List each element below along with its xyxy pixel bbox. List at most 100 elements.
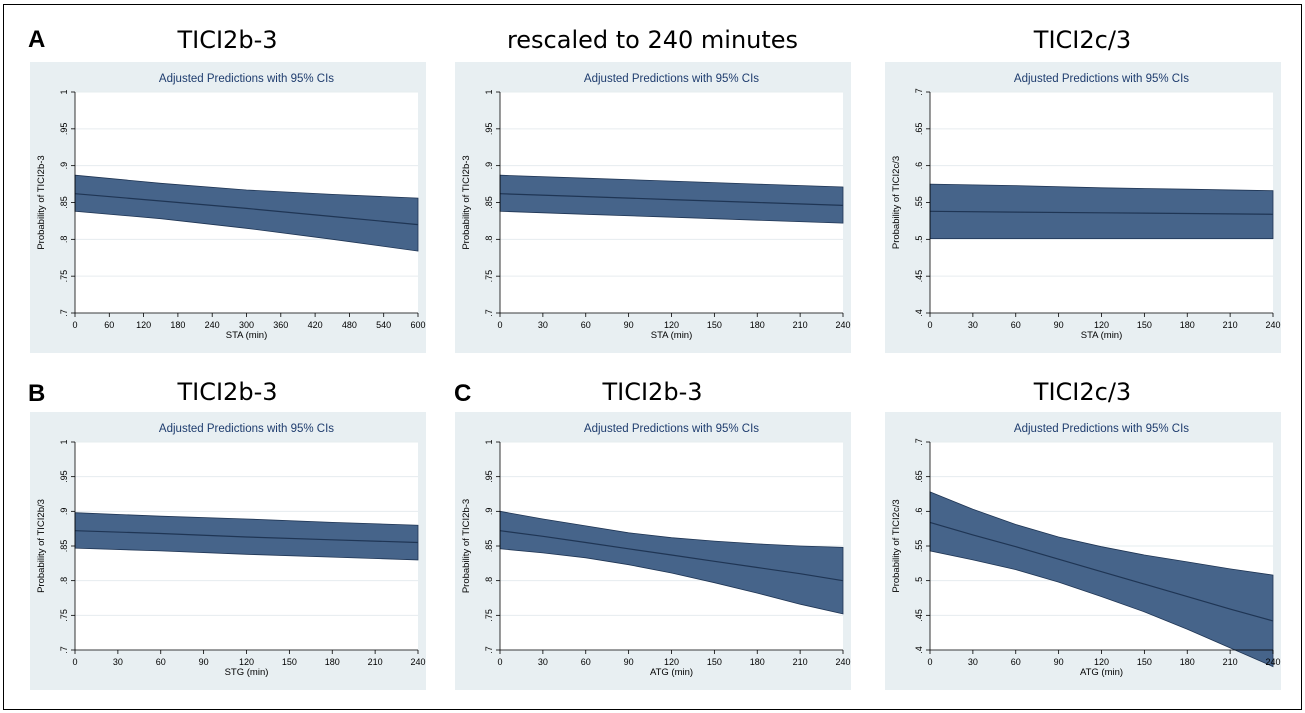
- y-tick-label: .8: [484, 577, 494, 585]
- y-axis-label: Probability of TICI2b/3: [36, 499, 47, 593]
- x-tick-label: 0: [497, 320, 502, 330]
- panel-title-c-right: TICI2c/3: [1033, 378, 1132, 406]
- estimate-line: [499, 193, 844, 206]
- x-axis-label: ATG (min): [1080, 667, 1123, 678]
- x-tick-label: 60: [104, 320, 114, 330]
- x-tick-label: 240: [1265, 320, 1280, 330]
- y-tick-label: .85: [484, 540, 494, 553]
- y-tick-label: .75: [59, 609, 69, 622]
- panel-letter-b: B: [28, 380, 46, 407]
- y-tick-label: .5: [914, 577, 924, 585]
- x-tick-label: 120: [239, 657, 254, 667]
- y-tick-label: 1: [59, 439, 69, 444]
- estimate-line: [499, 530, 844, 582]
- x-tick-label: 60: [581, 657, 591, 667]
- y-tick-label: .45: [914, 609, 924, 622]
- x-tick-label: 90: [1054, 320, 1064, 330]
- x-tick-label: 210: [368, 657, 383, 667]
- x-tick-label: 120: [664, 320, 679, 330]
- chart-title: Adjusted Predictions with 95% CIs: [159, 423, 334, 435]
- x-tick-label: 180: [1180, 320, 1195, 330]
- y-tick-label: .85: [59, 540, 69, 553]
- chart-title: Adjusted Predictions with 95% CIs: [1014, 73, 1189, 85]
- x-tick-label: 150: [1137, 657, 1152, 667]
- x-tick-label: 300: [239, 320, 254, 330]
- x-tick-label: 210: [1223, 657, 1238, 667]
- x-tick-label: 60: [581, 320, 591, 330]
- y-tick-label: .75: [484, 270, 494, 283]
- x-axis-label: STA (min): [226, 330, 268, 341]
- y-tick-label: .6: [914, 162, 924, 170]
- y-axis-label: Probability of TICI2b-3: [461, 499, 472, 593]
- chart-title: Adjusted Predictions with 95% CIs: [1014, 423, 1189, 435]
- chart-sta-tici2c3: 0 30 60 90 120 150 180 210 240 .4 .45 .5 .55 .6 .65 .7 A…: [885, 62, 1281, 353]
- y-tick-label: .7: [914, 438, 924, 446]
- panel-title-c-left: TICI2b-3: [602, 378, 703, 406]
- x-tick-label: 0: [72, 320, 77, 330]
- chart-title: Adjusted Predictions with 95% CIs: [159, 73, 334, 85]
- x-tick-label: 540: [376, 320, 391, 330]
- y-tick-label: .8: [59, 236, 69, 244]
- x-tick-label: 0: [927, 320, 932, 330]
- x-tick-label: 0: [72, 657, 77, 667]
- x-tick-label: 150: [707, 320, 722, 330]
- ci-band: [74, 512, 419, 561]
- x-tick-label: 30: [968, 657, 978, 667]
- y-tick-label: .9: [59, 508, 69, 516]
- y-tick-label: 1: [484, 439, 494, 444]
- x-tick-label: 120: [1094, 657, 1109, 667]
- chart-sta-tici2b3-240: 0 30 60 90 120 150 180 210 240 .7 .75 .8 .85 .9 .95 1 Ad…: [455, 62, 851, 353]
- y-tick-label: .95: [59, 123, 69, 136]
- x-tick-label: 150: [282, 657, 297, 667]
- chart-title: Adjusted Predictions with 95% CIs: [584, 73, 759, 85]
- x-tick-label: 240: [205, 320, 220, 330]
- x-axis-label: STG (min): [225, 667, 269, 678]
- x-axis-label: STA (min): [651, 330, 693, 341]
- y-tick-label: .85: [484, 196, 494, 209]
- x-tick-label: 120: [664, 657, 679, 667]
- y-tick-label: .7: [59, 646, 69, 654]
- y-tick-label: .6: [914, 508, 924, 516]
- x-tick-label: 210: [1223, 320, 1238, 330]
- y-axis-label: Probability of TICI2c/3: [891, 156, 902, 249]
- x-tick-label: 150: [707, 657, 722, 667]
- y-tick-label: .95: [484, 470, 494, 483]
- figure-frame: [3, 4, 1302, 710]
- y-tick-label: .8: [59, 577, 69, 585]
- ci-band: [929, 183, 1274, 239]
- chart-title: Adjusted Predictions with 95% CIs: [584, 423, 759, 435]
- x-tick-label: 240: [410, 657, 425, 667]
- x-tick-label: 0: [497, 657, 502, 667]
- x-tick-label: 150: [1137, 320, 1152, 330]
- x-tick-label: 30: [968, 320, 978, 330]
- x-tick-label: 360: [273, 320, 288, 330]
- chart-stg-tici2b3: 0 30 60 90 120 150 180 210 240 .7 .75 .8 .85 .9 .95 1 Ad…: [30, 412, 426, 690]
- y-tick-label: .65: [914, 123, 924, 136]
- y-tick-label: .4: [914, 309, 924, 317]
- y-axis-label: Probability of TICI2c/3: [891, 499, 902, 592]
- x-axis-label: ATG (min): [650, 667, 693, 678]
- x-tick-label: 240: [1265, 657, 1280, 667]
- ci-band: [74, 174, 419, 252]
- y-tick-label: .7: [484, 646, 494, 654]
- x-tick-label: 210: [793, 320, 808, 330]
- y-tick-label: .4: [914, 646, 924, 654]
- y-tick-label: .55: [914, 540, 924, 553]
- x-tick-label: 180: [1180, 657, 1195, 667]
- estimate-line: [929, 521, 1274, 622]
- y-axis-label: Probability of TICI2b-3: [461, 155, 472, 249]
- x-tick-label: 90: [199, 657, 209, 667]
- y-tick-label: 1: [484, 89, 494, 94]
- x-tick-label: 480: [342, 320, 357, 330]
- panel-title-b: TICI2b-3: [177, 378, 278, 406]
- x-tick-label: 210: [793, 657, 808, 667]
- panel-title-a-right: TICI2c/3: [1033, 26, 1132, 54]
- x-tick-label: 240: [835, 320, 850, 330]
- estimate-line: [74, 193, 419, 226]
- y-tick-label: .9: [484, 162, 494, 170]
- y-tick-label: .65: [914, 470, 924, 483]
- x-tick-label: 30: [538, 320, 548, 330]
- y-tick-label: .8: [484, 236, 494, 244]
- y-tick-label: .55: [914, 196, 924, 209]
